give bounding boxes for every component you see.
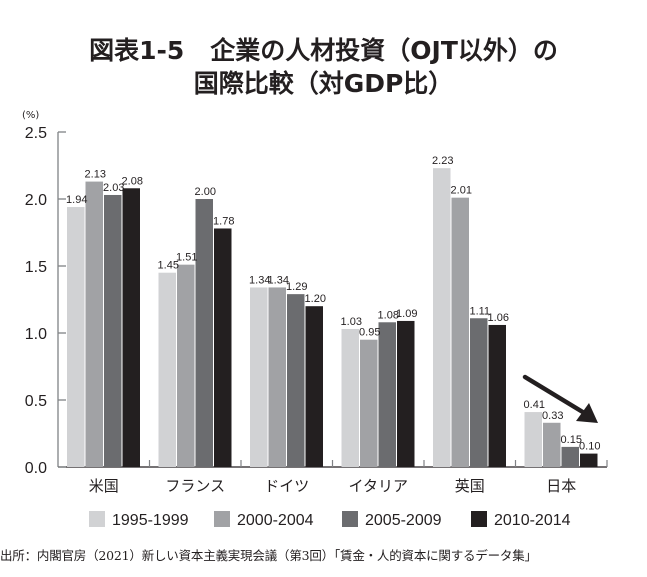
axes: (%) 0.0 0.5 1.0 1.5 2.0 2.5 (22, 110, 608, 477)
bar (524, 412, 542, 467)
bar (580, 453, 598, 467)
data-label: 2.13 (85, 169, 106, 181)
data-label: 1.94 (66, 194, 87, 206)
bar (67, 207, 85, 468)
bars (67, 168, 598, 468)
data-label: 1.20 (305, 293, 326, 305)
data-label: 1.45 (158, 260, 179, 272)
category-label: フランス (165, 477, 225, 495)
legend-label: 2005-2009 (365, 512, 442, 529)
bar (287, 294, 305, 467)
bar (85, 181, 103, 467)
value-labels: 1.94 2.132.032.08 1.451.51 2.00 1.78 1.341.34… (66, 155, 600, 452)
data-label: 0.95 (359, 327, 380, 339)
data-label: 1.11 (469, 305, 490, 317)
legend-swatch (214, 511, 230, 527)
figure-number: 図表1-5 (89, 36, 185, 65)
bar (305, 306, 323, 467)
bar (451, 197, 469, 467)
data-label: 0.15 (561, 434, 582, 446)
bar (433, 168, 451, 467)
data-label: 2.08 (122, 175, 143, 187)
legend-swatch (342, 511, 358, 527)
y-tick-label: 0.5 (25, 393, 47, 410)
data-label: 1.51 (176, 252, 197, 264)
y-tick-label: 2.5 (25, 125, 47, 142)
bar (341, 328, 359, 467)
data-label: 1.06 (488, 312, 509, 324)
bar (543, 422, 561, 467)
data-label: 1.03 (341, 316, 362, 328)
y-tick-label: 2.0 (25, 192, 47, 209)
bar (250, 287, 268, 467)
data-label: 0.10 (579, 441, 600, 453)
data-label: 0.41 (524, 399, 545, 411)
bar (177, 264, 195, 467)
chart-title-line-1: 図表1-5 企業の人材投資（OJT以外）の (0, 34, 647, 68)
data-label: 0.33 (542, 410, 563, 422)
bar (158, 272, 176, 467)
legend-swatch (471, 511, 487, 527)
chart-title-text-1: 企業の人材投資（OJT以外）の (210, 36, 558, 65)
arrow-shaft (522, 374, 589, 417)
y-tick-label: 1.5 (25, 259, 47, 276)
data-label: 1.34 (249, 274, 270, 286)
arrow-head (576, 403, 598, 423)
bar (195, 199, 213, 467)
legend-label: 2000-2004 (237, 512, 314, 529)
category-label: 英国 (455, 477, 485, 495)
bar (488, 324, 506, 467)
bar (214, 228, 232, 467)
bar (122, 188, 140, 467)
data-label: 2.23 (432, 155, 453, 167)
bar (268, 287, 286, 467)
legend-swatch (89, 511, 105, 527)
bar (397, 320, 415, 467)
y-axis-unit: (%) (22, 110, 39, 121)
category-labels: 米国 フランス ドイツ イタリア 英国 日本 (89, 477, 577, 495)
category-label: ドイツ (264, 477, 309, 495)
bar (470, 318, 488, 467)
bar (561, 446, 579, 467)
data-label: 1.09 (396, 308, 417, 320)
category-label: 米国 (89, 477, 119, 495)
data-label: 1.08 (378, 309, 399, 321)
bar (104, 194, 122, 468)
data-label: 2.01 (451, 185, 472, 197)
legend: 1995-1999 2000-2004 2005-2009 2010-2014 (89, 511, 571, 529)
data-label: 2.00 (195, 186, 216, 198)
data-label: 1.78 (213, 215, 234, 227)
legend-label: 1995-1999 (112, 512, 189, 529)
y-tick-label: 1.0 (25, 326, 47, 343)
category-label: イタリア (349, 477, 408, 495)
data-label: 2.03 (103, 182, 124, 194)
data-label: 1.29 (286, 281, 307, 293)
data-label: 1.34 (268, 274, 289, 286)
bar (360, 339, 378, 467)
category-label: 日本 (546, 477, 576, 495)
source-note: 出所：内閣官房（2021）新しい資本主義実現会議（第3回）「賃金・人的資本に関す… (0, 548, 537, 563)
downward-trend-arrow (522, 374, 598, 423)
bar (378, 322, 396, 467)
legend-label: 2010-2014 (494, 512, 571, 529)
y-tick-label: 0.0 (25, 460, 47, 477)
chart-title-line-2: 国際比較（対GDP比） (193, 69, 454, 98)
